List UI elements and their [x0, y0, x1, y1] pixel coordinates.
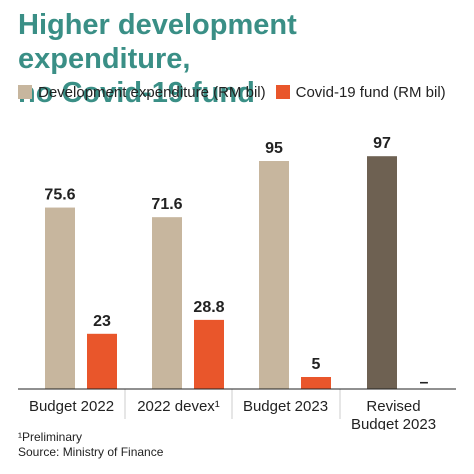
bar-development	[259, 161, 289, 389]
data-label-covid: 23	[93, 313, 111, 330]
data-label-covid: 28.8	[193, 299, 224, 316]
chart-title: Higher development expenditure, no Covid…	[18, 8, 468, 110]
data-label-development: 97	[373, 135, 391, 152]
data-label-covid: 5	[312, 356, 321, 373]
legend-item-development: Development expenditure (RM bil)	[18, 84, 266, 101]
bar-development	[152, 217, 182, 389]
legend: Development expenditure (RM bil) Covid-1…	[18, 82, 456, 102]
legend-swatch-development	[18, 85, 32, 99]
legend-swatch-covid	[275, 85, 290, 99]
category-label: Budget 2023	[351, 416, 436, 430]
footnotes: ¹Preliminary Source: Ministry of Finance	[18, 430, 163, 460]
source-note: Source: Ministry of Finance	[18, 445, 164, 459]
chart-title-line-1: Higher development expenditure,	[18, 9, 297, 75]
bar-development	[367, 156, 397, 389]
bar-chart: 75.6 23 Budget 2022 71.6 28.8 2022 devex¹ 95 5 B…	[18, 135, 456, 430]
data-label-development: 75.6	[44, 187, 75, 204]
bar-covid	[301, 377, 331, 389]
category-label: 2022 devex¹	[137, 398, 220, 415]
bar-covid	[87, 333, 117, 389]
chart-title-line-2: no Covid-19 fund	[18, 77, 255, 109]
bar-development	[45, 207, 75, 389]
data-label-development: 95	[265, 140, 283, 157]
data-label-development: 71.6	[151, 196, 182, 213]
legend-label-development: Development expenditure (RM bil)	[38, 83, 266, 101]
category-label: Budget 2022	[29, 398, 114, 415]
footnote-preliminary: ¹Preliminary	[18, 430, 83, 444]
category-label: Budget 2023	[243, 398, 328, 415]
category-label: Revised	[366, 398, 420, 415]
legend-item-covid: Covid-19 fund (RM bil)	[275, 83, 446, 101]
bar-covid	[194, 319, 224, 389]
data-label-covid-none: –	[420, 374, 429, 391]
legend-label-covid: Covid-19 fund (RM bil)	[295, 83, 446, 101]
